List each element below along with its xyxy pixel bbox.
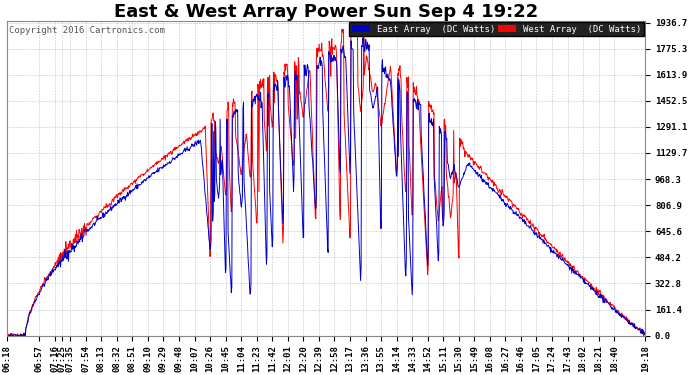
Legend: East Array  (DC Watts), West Array  (DC Watts): East Array (DC Watts), West Array (DC Wa… bbox=[349, 22, 644, 36]
Text: Copyright 2016 Cartronics.com: Copyright 2016 Cartronics.com bbox=[8, 26, 164, 34]
Title: East & West Array Power Sun Sep 4 19:22: East & West Array Power Sun Sep 4 19:22 bbox=[114, 3, 538, 21]
